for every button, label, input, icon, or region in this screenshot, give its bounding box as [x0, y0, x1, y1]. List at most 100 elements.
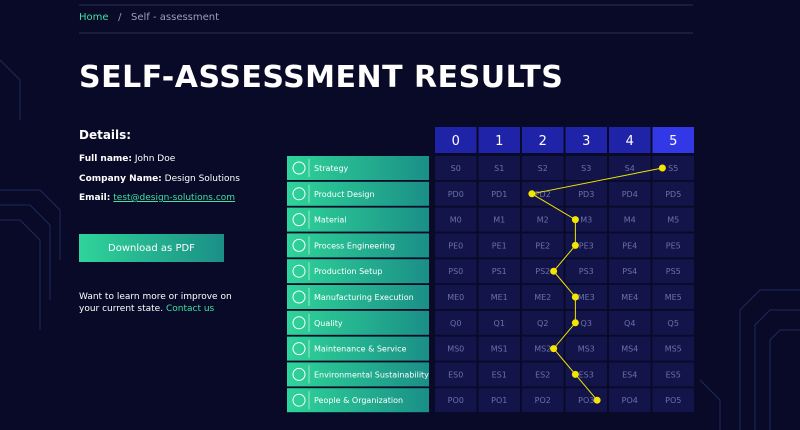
score-dot [593, 396, 601, 404]
cell [435, 233, 477, 258]
cell [609, 233, 651, 258]
level-header [478, 127, 520, 153]
row-label-box [287, 285, 429, 309]
row-label: Manufacturing Execution [314, 293, 414, 302]
cell-label: ES0 [448, 370, 463, 379]
cell-label: S3 [581, 164, 591, 173]
cell-label: MS5 [665, 345, 682, 354]
cell-label: PS1 [492, 267, 507, 276]
cell [435, 259, 477, 284]
row-label: People & Organization [314, 396, 403, 405]
cell-label: M1 [493, 216, 505, 225]
row-label-box [287, 362, 429, 387]
row-label: Strategy [314, 164, 349, 173]
cell [435, 285, 477, 309]
level-label: 2 [539, 134, 547, 149]
cell [522, 233, 564, 258]
cell-label: PS2 [535, 267, 550, 276]
row-icon [292, 238, 306, 252]
label: Email: [79, 193, 111, 203]
score-dot [571, 319, 579, 327]
cell [478, 336, 520, 361]
row-icon [292, 342, 306, 356]
cell-label: ME2 [534, 293, 551, 302]
score-dot [571, 216, 579, 224]
row-label-box [287, 336, 429, 361]
score-dot [571, 293, 579, 301]
cell [478, 388, 520, 413]
cell-label: ES2 [535, 370, 550, 379]
cell [478, 156, 520, 180]
row-label: Maintenance & Service [314, 345, 406, 354]
cell-label: PO4 [622, 396, 638, 405]
cell [522, 156, 564, 180]
cell-label: M3 [580, 216, 592, 225]
home-link[interactable]: Home [79, 12, 109, 23]
cell-label: ES5 [666, 370, 681, 379]
cell-label: S1 [494, 164, 504, 173]
cell-label: PO5 [665, 396, 681, 405]
score-line [530, 167, 663, 401]
cell-label: PD0 [448, 190, 464, 199]
cell-label: S0 [451, 164, 461, 173]
cell-label: MS4 [621, 345, 638, 354]
cell [478, 207, 520, 232]
row-label: Environmental Sustainability [314, 370, 429, 379]
contact-link[interactable]: Contact us [165, 304, 215, 314]
cell [435, 362, 477, 387]
cell [522, 388, 564, 413]
row-icon [292, 161, 306, 175]
cell-label: PD2 [535, 190, 551, 199]
cell-label: M2 [537, 216, 549, 225]
cell [522, 310, 564, 335]
cell-label: PD5 [665, 190, 681, 199]
cell-label: M5 [667, 216, 679, 225]
cell-label: M0 [450, 216, 462, 225]
cell-label: ES1 [492, 370, 507, 379]
value: John Doe [134, 154, 176, 164]
row-icon [292, 290, 306, 304]
cell-label: MS1 [491, 345, 508, 354]
cell-label: S5 [668, 164, 678, 173]
cell [652, 310, 694, 335]
download-button[interactable]: Download as PDF [79, 234, 224, 262]
cell-label: ME1 [491, 293, 508, 302]
email-link[interactable]: test@design-solutions.com [113, 193, 236, 203]
row-label-box [287, 156, 429, 180]
cell [565, 156, 607, 180]
level-header [565, 127, 607, 153]
cell-label: PE2 [535, 241, 550, 250]
cell [522, 362, 564, 387]
cell-label: PE1 [492, 241, 507, 250]
score-dot [571, 370, 579, 378]
level-header [522, 127, 564, 153]
page-title: SELF-ASSESSMENT RESULTS [79, 60, 564, 95]
row-label: Process Engineering [314, 241, 395, 250]
cell [435, 388, 477, 413]
label: Company Name: [79, 174, 162, 184]
row-label-box [287, 388, 429, 413]
cell-label: ME0 [447, 293, 464, 302]
cell [652, 336, 694, 361]
cell [522, 207, 564, 232]
cell [478, 259, 520, 284]
level-header [652, 127, 694, 153]
cell [652, 233, 694, 258]
label: Full name: [79, 154, 132, 164]
cell [522, 285, 564, 309]
cell [435, 207, 477, 232]
cell-label: ME5 [665, 293, 682, 302]
row-label: Production Setup [314, 267, 382, 276]
level-label: 0 [452, 134, 460, 149]
cell-label: M4 [624, 216, 636, 225]
cell-label: Q3 [581, 319, 592, 328]
cell-label: Q1 [494, 319, 505, 328]
row-icon [292, 316, 306, 330]
cell-label: PE3 [579, 241, 594, 250]
cell [609, 388, 651, 413]
row-label-box [287, 233, 429, 258]
cell [609, 156, 651, 180]
row-label-box [287, 207, 429, 232]
row-label-box [287, 259, 429, 284]
